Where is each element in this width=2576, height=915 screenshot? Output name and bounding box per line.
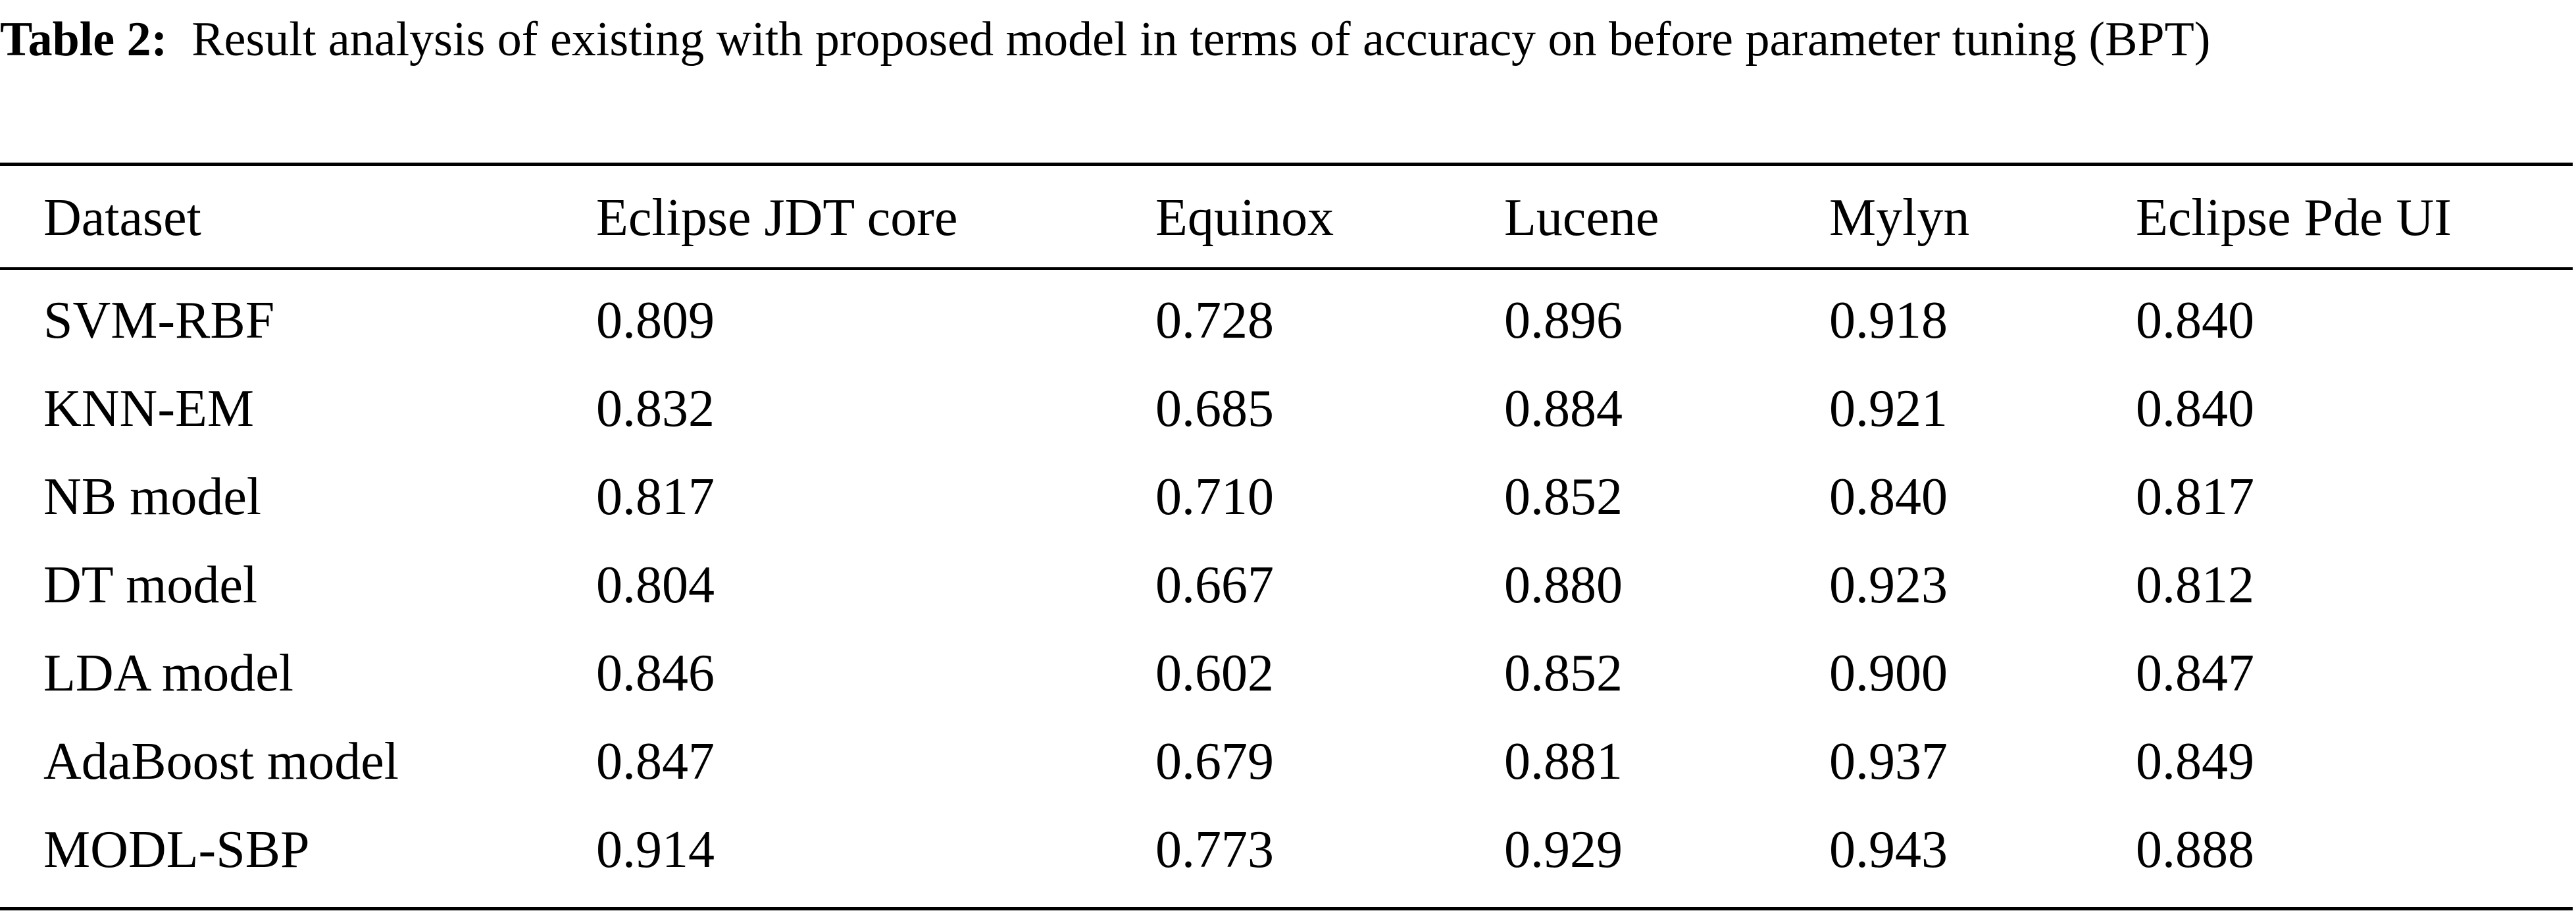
table-cell-equinox: 0.602	[1155, 644, 1274, 702]
table-cell-eclipse-pde-ui: 0.849	[2136, 732, 2254, 791]
table-caption: Table 2: Result analysis of existing wit…	[0, 5, 2573, 74]
table-row: NB model 0.817 0.710 0.852 0.840 0.817	[0, 453, 2573, 541]
table-cell-mylyn: 0.900	[1829, 644, 1948, 702]
header-cell-lucene: Lucene	[1504, 188, 1659, 247]
table-cell-lucene: 0.852	[1504, 467, 1623, 526]
table-cell-mylyn: 0.840	[1829, 467, 1948, 526]
table-cell-equinox: 0.679	[1155, 732, 1274, 791]
top-rule	[0, 163, 2573, 166]
caption-text: Result analysis of existing with propose…	[191, 13, 2211, 66]
table-cell-eclipse-jdt-core: 0.817	[596, 467, 715, 526]
table-cell-dataset: NB model	[43, 467, 262, 526]
bottom-rule	[0, 907, 2573, 910]
table-cell-eclipse-jdt-core: 0.846	[596, 644, 715, 702]
table-cell-eclipse-jdt-core: 0.832	[596, 379, 715, 438]
table-cell-dataset: KNN-EM	[43, 379, 254, 438]
table-cell-eclipse-pde-ui: 0.888	[2136, 820, 2254, 879]
table-row: MODL-SBP 0.914 0.773 0.929 0.943 0.888	[0, 806, 2573, 894]
table-row: SVM-RBF 0.809 0.728 0.896 0.918 0.840	[0, 276, 2573, 365]
table-cell-dataset: SVM-RBF	[43, 291, 275, 350]
header-cell-dataset: Dataset	[43, 188, 201, 247]
header-cell-eclipse-pde-ui: Eclipse Pde UI	[2136, 188, 2452, 247]
caption-label: Table 2:	[0, 13, 168, 66]
table-cell-eclipse-jdt-core: 0.914	[596, 820, 715, 879]
table-cell-equinox: 0.710	[1155, 467, 1274, 526]
table-cell-dataset: LDA model	[43, 644, 293, 702]
table-cell-eclipse-jdt-core: 0.809	[596, 291, 715, 350]
table-cell-dataset: DT model	[43, 556, 258, 614]
table-cell-eclipse-jdt-core: 0.804	[596, 556, 715, 614]
table-cell-mylyn: 0.918	[1829, 291, 1948, 350]
table-row: LDA model 0.846 0.602 0.852 0.900 0.847	[0, 629, 2573, 718]
table-cell-eclipse-pde-ui: 0.840	[2136, 379, 2254, 438]
table-cell-dataset: AdaBoost model	[43, 732, 399, 791]
table-cell-mylyn: 0.943	[1829, 820, 1948, 879]
table-row: DT model 0.804 0.667 0.880 0.923 0.812	[0, 541, 2573, 629]
table-cell-mylyn: 0.923	[1829, 556, 1948, 614]
table-cell-eclipse-pde-ui: 0.817	[2136, 467, 2254, 526]
table-header-row: Dataset Eclipse JDT core Equinox Lucene …	[0, 182, 2573, 254]
table-row: AdaBoost model 0.847 0.679 0.881 0.937 0.849	[0, 718, 2573, 806]
table-cell-equinox: 0.667	[1155, 556, 1274, 614]
header-cell-mylyn: Mylyn	[1829, 188, 1970, 247]
table-cell-lucene: 0.880	[1504, 556, 1623, 614]
table-cell-equinox: 0.728	[1155, 291, 1274, 350]
header-cell-equinox: Equinox	[1155, 188, 1334, 247]
table-body: SVM-RBF 0.809 0.728 0.896 0.918 0.840 KNN-EM 0.…	[0, 276, 2573, 894]
table-cell-equinox: 0.773	[1155, 820, 1274, 879]
table-cell-lucene: 0.881	[1504, 732, 1623, 791]
table-cell-mylyn: 0.921	[1829, 379, 1948, 438]
table-cell-lucene: 0.884	[1504, 379, 1623, 438]
table-cell-lucene: 0.896	[1504, 291, 1623, 350]
table-cell-lucene: 0.852	[1504, 644, 1623, 702]
header-rule	[0, 267, 2573, 270]
table-cell-eclipse-pde-ui: 0.840	[2136, 291, 2254, 350]
table-cell-lucene: 0.929	[1504, 820, 1623, 879]
table-cell-dataset: MODL-SBP	[43, 820, 310, 879]
table-cell-eclipse-pde-ui: 0.812	[2136, 556, 2254, 614]
table-cell-equinox: 0.685	[1155, 379, 1274, 438]
table-row: KNN-EM 0.832 0.685 0.884 0.921 0.840	[0, 365, 2573, 453]
header-cell-eclipse-jdt-core: Eclipse JDT core	[596, 188, 958, 247]
table-cell-mylyn: 0.937	[1829, 732, 1948, 791]
table-cell-eclipse-jdt-core: 0.847	[596, 732, 715, 791]
table-cell-eclipse-pde-ui: 0.847	[2136, 644, 2254, 702]
